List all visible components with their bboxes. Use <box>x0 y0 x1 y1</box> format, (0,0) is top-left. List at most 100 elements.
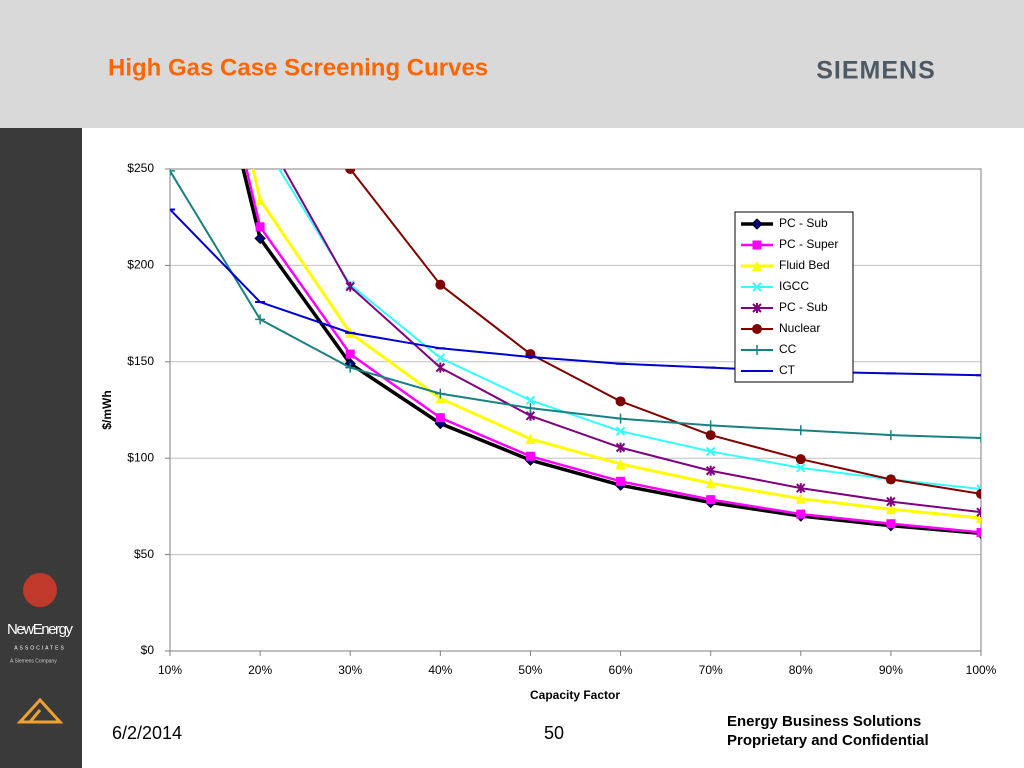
side-logo-note: A Siemens Company <box>10 658 57 664</box>
legend-label: CT <box>779 363 796 377</box>
marker <box>795 425 806 436</box>
legend-label: PC - Super <box>779 237 838 251</box>
x-tick-label: 70% <box>699 663 723 677</box>
marker <box>615 413 626 424</box>
marker <box>525 451 535 461</box>
marker <box>705 430 716 441</box>
marker <box>255 314 266 325</box>
marker <box>435 413 445 423</box>
marker <box>525 395 536 406</box>
marker <box>886 519 896 529</box>
x-tick-label: 50% <box>518 663 542 677</box>
side-logo: NewEnergy <box>7 621 74 638</box>
marker <box>615 396 626 407</box>
x-tick-label: 10% <box>158 663 182 677</box>
marker <box>255 222 265 232</box>
side-icon <box>16 697 64 724</box>
marker <box>170 169 175 176</box>
marker <box>885 430 896 441</box>
footer-line: Energy Business Solutions <box>727 713 921 730</box>
marker <box>886 496 896 507</box>
marker <box>345 169 356 174</box>
legend-label: Nuclear <box>779 321 820 335</box>
marker <box>976 507 981 518</box>
header-band <box>0 0 1024 128</box>
side-band <box>0 128 82 768</box>
marker <box>752 282 762 292</box>
marker <box>705 446 716 457</box>
y-tick-label: $150 <box>127 354 154 368</box>
y-tick-label: $0 <box>141 643 155 657</box>
marker <box>435 279 446 290</box>
marker <box>706 495 716 505</box>
series-line <box>170 170 981 439</box>
x-tick-label: 20% <box>248 663 272 677</box>
marker <box>752 324 762 334</box>
marker <box>976 527 981 537</box>
series-line <box>282 169 981 514</box>
marker <box>254 232 266 245</box>
marker <box>976 488 981 499</box>
plot-frame <box>169 168 982 652</box>
marker <box>752 345 762 355</box>
x-tick-label: 60% <box>609 663 633 677</box>
marker <box>795 454 806 465</box>
marker <box>976 432 981 443</box>
marker <box>752 261 762 271</box>
chart-title: High Gas Case Screening Curves <box>108 54 488 81</box>
marker <box>795 493 806 504</box>
legend-box <box>734 211 854 383</box>
side-logo-sub: ASSOCIATES <box>14 645 66 651</box>
y-tick-label: $200 <box>127 258 154 272</box>
marker <box>345 362 356 373</box>
logo: SIEMENS <box>816 57 936 85</box>
marker <box>435 353 446 363</box>
marker <box>796 509 806 519</box>
marker <box>525 403 536 414</box>
marker <box>435 362 446 373</box>
marker <box>752 303 762 313</box>
y-tick-label: $50 <box>134 547 154 561</box>
marker <box>615 426 626 436</box>
legend-label: IGCC <box>779 279 809 293</box>
marker <box>705 465 716 476</box>
marker <box>752 240 762 250</box>
footer-line: Proprietary and Confidential <box>727 732 929 749</box>
series-line <box>241 169 981 536</box>
x-tick-label: 40% <box>428 663 452 677</box>
legend-label: PC - Sub <box>779 216 828 230</box>
footer-date: 6/2/2014 <box>112 723 182 743</box>
series-line <box>245 169 981 534</box>
x-axis-title: Capacity Factor <box>530 688 620 702</box>
marker <box>345 349 355 359</box>
y-tick-label: $100 <box>127 450 154 464</box>
x-tick-label: 30% <box>338 663 362 677</box>
marker <box>976 512 981 523</box>
x-tick-label: 80% <box>789 663 813 677</box>
legend-label: PC - Sub <box>779 300 828 314</box>
marker <box>435 388 446 399</box>
series-line <box>277 169 981 491</box>
marker <box>345 281 355 292</box>
marker <box>705 478 716 489</box>
x-tick-label: 100% <box>966 663 997 677</box>
marker <box>796 463 806 473</box>
marker <box>885 474 896 485</box>
marker <box>525 433 536 444</box>
marker <box>616 476 626 486</box>
marker <box>705 420 716 431</box>
y-axis-title: $/mWh <box>100 390 114 429</box>
marker <box>751 218 763 230</box>
marker <box>615 442 626 453</box>
marker <box>615 458 626 469</box>
series-line <box>251 169 981 520</box>
logo-icon <box>23 573 57 607</box>
marker <box>255 194 266 205</box>
series-line <box>349 169 981 495</box>
page-number: 50 <box>544 723 564 743</box>
marker <box>796 483 806 494</box>
x-tick-label: 90% <box>879 663 903 677</box>
legend-label: Fluid Bed <box>779 258 830 272</box>
legend-label: CC <box>779 342 797 356</box>
